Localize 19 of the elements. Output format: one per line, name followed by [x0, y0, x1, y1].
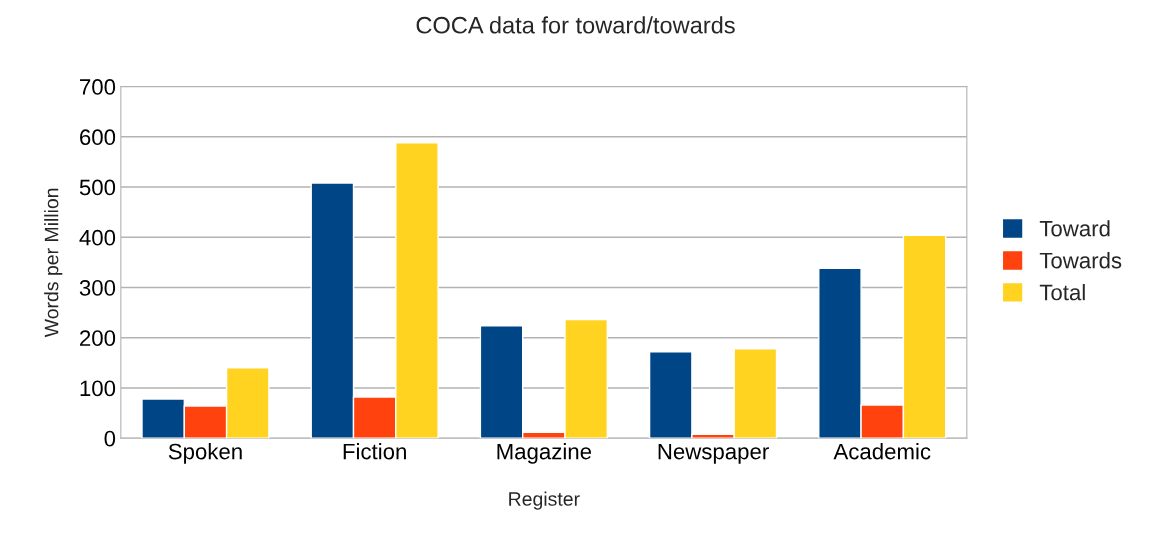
x-tick-label: Magazine — [497, 443, 592, 464]
y-tick-label: 700 — [80, 79, 116, 95]
y-tick-label: 400 — [79, 229, 116, 246]
x-tick-label: Newspaper — [658, 443, 769, 464]
y-tick-label: 0 — [104, 430, 116, 447]
x-tick-label: Spoken — [168, 443, 242, 464]
y-tick-label: 600 — [80, 129, 116, 146]
y-tick-label: 500 — [79, 179, 116, 196]
chart-title: COCA data for toward/towards — [416, 16, 735, 34]
y-tick-label: 300 — [79, 280, 116, 296]
y-tick-label: 200 — [80, 330, 116, 347]
legend-label: Total — [1039, 284, 1085, 301]
x-tick-label: Fiction — [343, 443, 406, 460]
x-tick-label: Academic — [833, 443, 931, 460]
y-axis-title: Words per Million — [44, 188, 63, 338]
legend-label: Towards — [1039, 252, 1122, 269]
y-tick-label: 100 — [80, 380, 116, 397]
x-axis-title: Register — [509, 491, 580, 510]
legend-label: Toward — [1039, 220, 1110, 237]
